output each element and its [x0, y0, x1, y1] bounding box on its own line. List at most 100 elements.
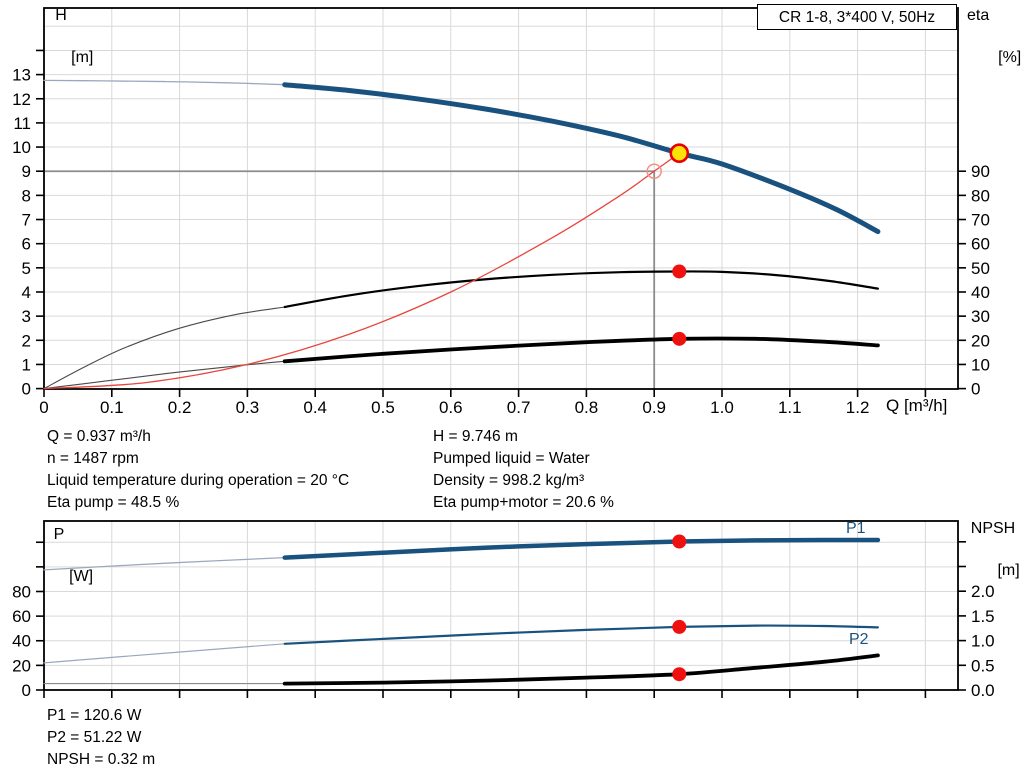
power-axis-title: P [W] [38, 524, 93, 587]
p1-curve-extension [43, 556, 286, 571]
p2-point [672, 619, 687, 634]
power-axis-title-line2: [W] [69, 568, 94, 585]
npsh-axis-title-line1: NPSH [970, 520, 1016, 537]
p1-curve [282, 537, 881, 560]
head-efficiency-chart-left-tick-label: 12 [12, 90, 31, 109]
power-data-block: P1 = 120.6 W P2 = 51.22 W NPSH = 0.32 m [47, 705, 155, 771]
power-npsh-chart-right-tick-label: 0.0 [971, 681, 995, 700]
power-npsh-chart-left-tick-label: 20 [12, 656, 31, 675]
head-efficiency-chart-x-tick-label: 0.7 [507, 398, 531, 417]
p2-curve [283, 624, 879, 645]
head-efficiency-chart-left-tick-label: 13 [12, 66, 31, 85]
npsh-axis-title-line2: [m] [997, 562, 1020, 579]
head-efficiency-chart-x-tick-label: 0.5 [371, 398, 395, 417]
head-efficiency-chart-x-tick-label: 0.2 [168, 398, 192, 417]
eta-axis-title-line2: [%] [998, 49, 1022, 66]
pump-curve-extension [43, 79, 286, 86]
flow-axis-title: Q [m³/h] [886, 396, 948, 415]
head-efficiency-chart-left-tick-label: 7 [22, 211, 31, 230]
head-efficiency-chart-right-tick-label: 50 [971, 259, 990, 278]
p1-point [672, 534, 687, 549]
head-efficiency-chart-right-tick-label: 60 [971, 235, 990, 254]
head-efficiency-chart-right-tick-label: 40 [971, 283, 990, 302]
head-efficiency-chart-left-tick-label: 4 [22, 283, 31, 302]
eta-pump-motor-extension [43, 360, 286, 390]
eta-pump-motor-curve [282, 336, 880, 364]
head-efficiency-chart-left-tick-label: 11 [13, 114, 31, 133]
head-efficiency-chart-x-tick-label: 0.3 [236, 398, 260, 417]
operating-data-left: Q = 0.937 m³/h n = 1487 rpm Liquid tempe… [47, 426, 349, 514]
power-npsh-chart-right-tick-label: 2.0 [971, 582, 995, 601]
power-npsh-chart-left-tick-label: 80 [12, 582, 31, 601]
power-npsh-chart-left-tick-label: 60 [12, 607, 31, 626]
power-npsh-chart-frame [43, 520, 959, 691]
head-efficiency-chart-x-tick-label: 1.0 [710, 398, 734, 417]
head-efficiency-chart-frame [43, 7, 959, 390]
info-p1: P1 = 120.6 W [47, 707, 142, 724]
head-efficiency-chart-x-tick-label: 0.8 [575, 398, 599, 417]
eta-pump-point [672, 264, 687, 279]
info-eta-pump-motor: Eta pump+motor = 20.6 % [433, 494, 614, 511]
head-efficiency-chart-left-tick-label: 5 [22, 259, 31, 278]
info-pumped-liquid: Pumped liquid = Water [433, 450, 590, 467]
info-q: Q = 0.937 m³/h [47, 428, 151, 445]
requested-duty-point [646, 163, 662, 179]
power-npsh-chart-right-tick-label: 0.5 [971, 656, 995, 675]
head-efficiency-chart-x-tick-label: 1.1 [778, 398, 802, 417]
system-curve [43, 152, 680, 390]
head-efficiency-chart-left-tick-label: 3 [22, 307, 31, 326]
power-axis-title-line1: P [53, 526, 65, 543]
head-efficiency-chart-left-tick-label: 1 [22, 355, 31, 374]
head-efficiency-chart-x-tick-label: 0.9 [642, 398, 666, 417]
info-p2: P2 = 51.22 W [47, 729, 142, 746]
head-efficiency-chart-right-tick-label: 70 [971, 211, 990, 230]
head-efficiency-chart-x-tick-label: 0.1 [100, 398, 124, 417]
pump-model-box: CR 1-8, 3*400 V, 50Hz [757, 4, 957, 30]
head-efficiency-chart-right-tick-label: 80 [971, 186, 990, 205]
head-efficiency-chart-left-tick-label: 9 [22, 162, 31, 181]
power-npsh-chart-left-tick-label: 0 [22, 681, 31, 700]
head-efficiency-chart-left-tick-label: 8 [22, 186, 31, 205]
eta-pump-motor-point [672, 331, 687, 346]
power-npsh-chart-right-tick-label: 1.0 [971, 632, 995, 651]
npsh-axis-title: NPSH [m] [962, 518, 1024, 581]
p1-curve-label: P1 [846, 520, 866, 537]
head-efficiency-chart-left-tick-label: 2 [22, 331, 31, 350]
info-n: n = 1487 rpm [47, 450, 139, 467]
eta-curve-extension [43, 306, 286, 390]
head-efficiency-chart-right-tick-label: 90 [971, 162, 990, 181]
npsh-curve [282, 653, 880, 686]
npsh-point [672, 667, 687, 682]
head-efficiency-chart-x-tick-label: 0.4 [303, 398, 327, 417]
info-liquid-temp: Liquid temperature during operation = 20… [47, 472, 350, 489]
power-npsh-chart-right-tick-label: 1.5 [971, 607, 995, 626]
head-efficiency-chart-x-tick-label: 0 [39, 398, 48, 417]
head-axis-title: H [m] [40, 5, 93, 68]
head-efficiency-chart-x-tick-label: 1.2 [846, 398, 870, 417]
info-eta-pump: Eta pump = 48.5 % [47, 494, 180, 511]
info-density: Density = 998.2 kg/m³ [433, 472, 585, 489]
head-efficiency-chart-left-tick-label: 10 [12, 138, 31, 157]
pump-curve [282, 82, 881, 235]
eta-axis-title-line1: eta [967, 7, 990, 24]
eta-axis-title: eta [%] [967, 5, 1021, 68]
eta-curve [283, 270, 879, 309]
head-efficiency-chart-left-tick-label: 6 [22, 235, 31, 254]
head-axis-title-line2: [m] [71, 49, 94, 66]
p2-curve-extension [43, 643, 286, 664]
head-efficiency-chart-right-tick-label: 20 [971, 331, 990, 350]
head-efficiency-chart-right-tick-label: 10 [971, 355, 990, 374]
info-h: H = 9.746 m [433, 428, 518, 445]
head-efficiency-chart-right-tick-label: 0 [971, 380, 980, 399]
power-npsh-chart-left-tick-label: 40 [12, 632, 31, 651]
duty-point [669, 143, 690, 163]
info-npsh: NPSH = 0.32 m [47, 751, 156, 768]
head-efficiency-chart-right-tick-label: 30 [971, 307, 990, 326]
p2-curve-label: P2 [849, 631, 869, 648]
head-efficiency-chart-x-tick-label: 0.6 [439, 398, 463, 417]
operating-data-right: H = 9.746 m Pumped liquid = Water Densit… [433, 426, 614, 514]
head-axis-title-line1: H [55, 7, 67, 24]
head-efficiency-chart-left-tick-label: 0 [22, 380, 31, 399]
